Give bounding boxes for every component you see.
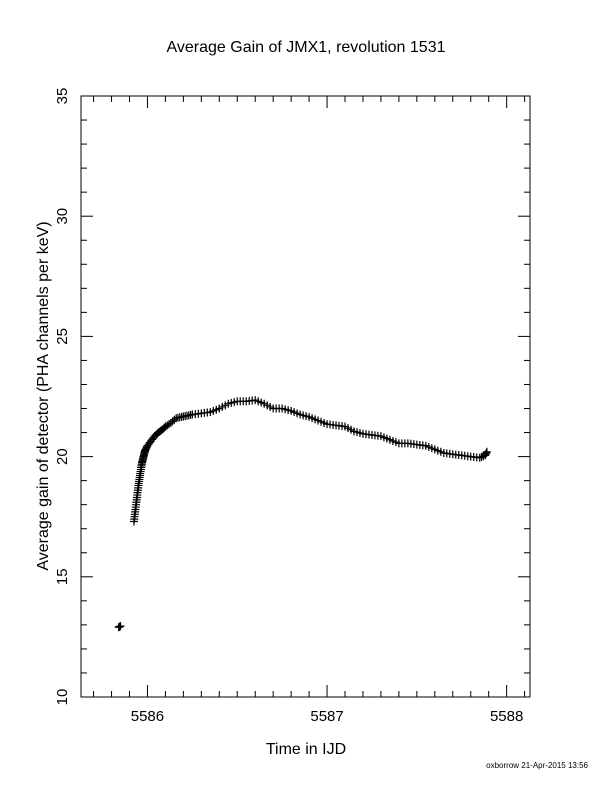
x-tick-label: 5587 (310, 708, 343, 725)
y-tick-label: 10 (54, 689, 71, 706)
plot-area-frame (80, 95, 531, 698)
footer-credit: oxborrow 21-Apr-2015 13:56 (486, 761, 588, 770)
x-tick-label: 5586 (131, 708, 164, 725)
data-series (114, 396, 491, 632)
x-tick-label: 5588 (490, 708, 523, 725)
data-point (116, 622, 125, 631)
y-tick-label: 15 (54, 568, 71, 585)
chart-title: Average Gain of JMX1, revolution 1531 (167, 39, 446, 56)
y-tick-label: 30 (54, 208, 71, 225)
y-axis-label: Average gain of detector (PHA channels p… (35, 221, 52, 570)
y-tick-label: 25 (54, 328, 71, 345)
axis-tick-labels: 5586 5587 5588 10 15 20 25 30 35 (54, 88, 523, 725)
x-axis-label: Time in IJD (266, 741, 346, 758)
data-point (477, 453, 486, 462)
data-point (170, 415, 179, 424)
y-tick-label: 20 (54, 448, 71, 465)
y-tick-label: 35 (54, 88, 71, 105)
data-point (475, 453, 484, 462)
data-point (482, 447, 491, 456)
axis-ticks (81, 95, 530, 698)
